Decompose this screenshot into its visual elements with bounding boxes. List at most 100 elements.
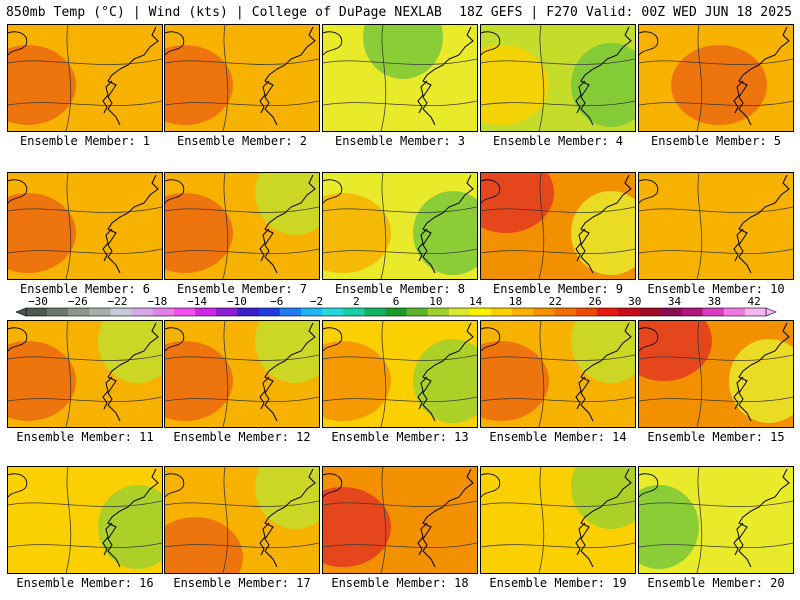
- great-lakes-outline: [639, 179, 659, 204]
- isotherm-2: [323, 542, 477, 549]
- ensemble-map-20: [638, 466, 794, 574]
- colorbar-swatch: [237, 308, 259, 316]
- isotherm-2: [639, 542, 793, 549]
- isotherm-2: [165, 248, 319, 255]
- isotherm-3: [538, 321, 545, 427]
- header-run-info: 18Z GEFS | F270 Valid: 00Z WED JUN 18 20…: [459, 5, 792, 20]
- great-lakes-outline: [165, 473, 185, 498]
- warm-anomaly: [323, 487, 391, 567]
- colorbar-tick-label: 18: [509, 296, 522, 308]
- isotherm-1: [481, 206, 635, 213]
- colorbar-swatch: [68, 308, 90, 316]
- warm-anomaly: [671, 45, 767, 125]
- colorbar-swatch: [131, 308, 154, 316]
- warm-anomaly: [481, 173, 554, 233]
- colorbar-swatch: [470, 308, 492, 316]
- colorbar-swatch: [195, 308, 217, 316]
- isotherm-1: [481, 500, 635, 507]
- colorbar-swatch: [533, 308, 555, 316]
- isotherm-3: [538, 25, 545, 131]
- temperature-field: [323, 467, 477, 573]
- colorbar-tick-label: 26: [588, 296, 601, 308]
- ensemble-map-17: [164, 466, 320, 574]
- isotherm-2: [8, 542, 162, 549]
- isotherm-2: [481, 248, 635, 255]
- chesapeake-bay: [417, 80, 428, 114]
- colorbar-tick-label: 6: [393, 296, 400, 308]
- colorbar-tick-label: −22: [108, 296, 128, 308]
- field-base: [639, 173, 793, 279]
- colorbar-swatch: [152, 308, 175, 316]
- colorbar-arrow-low: [16, 307, 27, 317]
- temperature-field: [8, 25, 162, 131]
- colorbar-swatch: [596, 308, 619, 316]
- warm-anomaly: [165, 341, 233, 421]
- colorbar-swatch: [385, 308, 407, 316]
- ensemble-caption: Ensemble Member: 15: [647, 430, 785, 444]
- coastline: [738, 322, 790, 422]
- isotherm-2: [323, 100, 477, 107]
- temperature-field: [323, 25, 477, 131]
- ensemble-caption: Ensemble Member: 4: [492, 134, 624, 148]
- ensemble-map-6: [7, 172, 163, 280]
- colorbar-swatch: [406, 308, 429, 316]
- ensemble-caption: Ensemble Member: 16: [16, 576, 154, 590]
- ensemble-caption: Ensemble Member: 14: [489, 430, 627, 444]
- ensemble-map-4: [480, 24, 636, 132]
- ensemble-map-10: [638, 172, 794, 280]
- coastline: [580, 322, 632, 422]
- isotherm-2: [8, 248, 162, 255]
- ensemble-caption: Ensemble Member: 12: [173, 430, 311, 444]
- colorbar-swatch: [723, 308, 746, 316]
- isotherm-1: [323, 500, 477, 507]
- colorbar-swatch: [744, 308, 767, 316]
- ensemble-map-7: [164, 172, 320, 280]
- warm-anomaly: [323, 193, 391, 273]
- coastline: [264, 468, 316, 568]
- temperature-field: [639, 321, 793, 427]
- chesapeake-bay: [733, 228, 744, 262]
- ensemble-map-13: [322, 320, 478, 428]
- great-lakes-outline: [639, 473, 659, 498]
- isotherm-2: [323, 396, 477, 403]
- header-title: 850mb Temp (°C) | Wind (kts) | College o…: [6, 5, 442, 20]
- isotherm-3: [380, 467, 387, 573]
- great-lakes-outline: [481, 473, 501, 498]
- isotherm-2: [639, 396, 793, 403]
- colorbar-swatch: [322, 308, 344, 316]
- chesapeake-bay: [575, 376, 586, 410]
- ensemble-map-5: [638, 24, 794, 132]
- great-lakes-outline: [8, 179, 28, 204]
- warm-anomaly: [8, 193, 76, 273]
- colorbar-tick-label: −18: [147, 296, 167, 308]
- temperature-field: [165, 467, 319, 573]
- colorbar-swatch: [554, 308, 577, 316]
- cool-anomaly: [255, 173, 319, 235]
- coastline: [422, 468, 474, 568]
- great-lakes-outline: [323, 31, 343, 56]
- isotherm-3: [696, 173, 703, 279]
- colorbar-swatch: [681, 308, 703, 316]
- coastline: [738, 26, 790, 126]
- warm-anomaly: [165, 193, 233, 273]
- chesapeake-bay: [102, 228, 113, 262]
- isotherm-1: [481, 354, 635, 361]
- warm-anomaly: [481, 341, 549, 421]
- chesapeake-bay: [259, 80, 270, 114]
- great-lakes-outline: [481, 31, 501, 56]
- cool-anomaly: [255, 467, 319, 529]
- great-lakes-outline: [323, 327, 343, 352]
- great-lakes-outline: [481, 327, 501, 352]
- colorbar-swatch: [575, 308, 598, 316]
- coastline: [580, 468, 632, 568]
- colorbar-swatch: [618, 308, 640, 316]
- isotherm-3: [65, 321, 72, 427]
- chesapeake-bay: [575, 522, 586, 556]
- chesapeake-bay: [575, 228, 586, 262]
- great-lakes-outline: [639, 327, 659, 352]
- isotherm-3: [222, 173, 229, 279]
- chesapeake-bay: [733, 80, 744, 114]
- chesapeake-bay: [417, 522, 428, 556]
- coastline: [738, 468, 790, 568]
- temperature-field: [165, 321, 319, 427]
